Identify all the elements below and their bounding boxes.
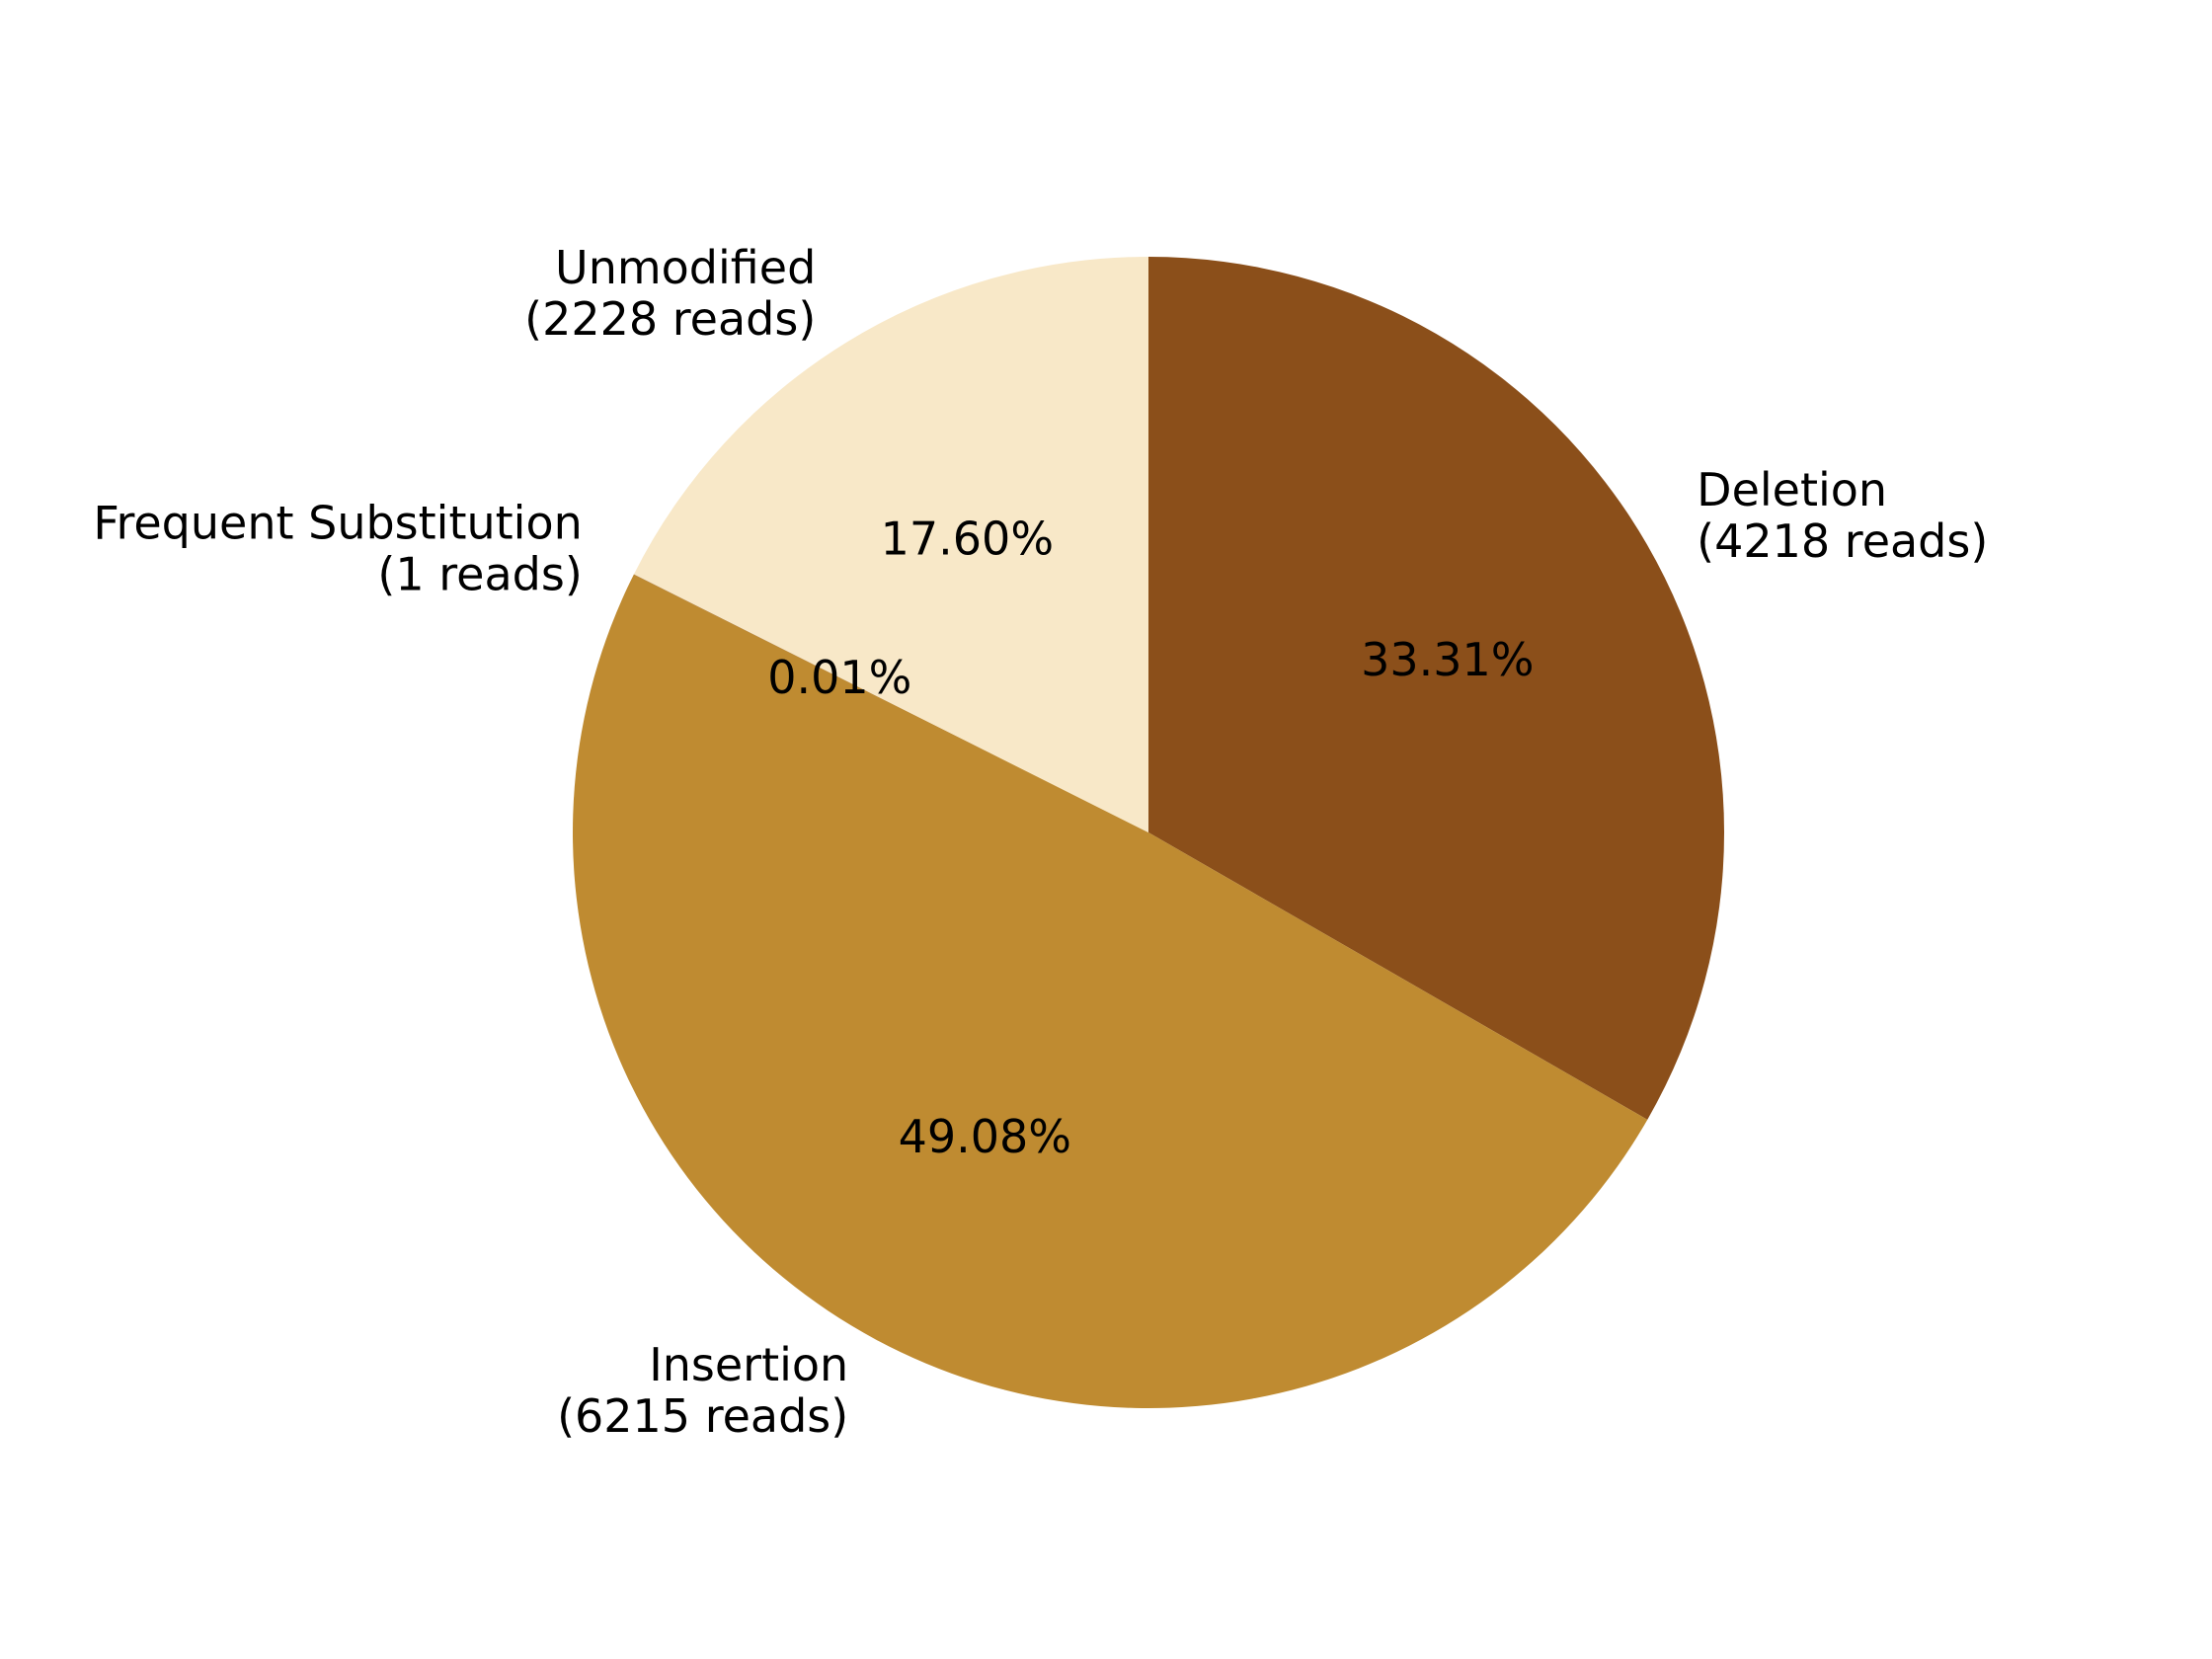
name-label-unmodified: Unmodified (2228 reads)	[524, 241, 816, 346]
slice-frequent-substitution	[633, 574, 1148, 832]
pie-slices	[572, 257, 1724, 1409]
slice-insertion	[572, 574, 1648, 1409]
name-label-deletion-reads: (4218 reads)	[1697, 514, 1988, 568]
percent-label-frequent-substitution: 0.01%	[767, 651, 911, 704]
name-label-unmodified-title: Unmodified	[555, 241, 816, 294]
name-label-insertion: Insertion (6215 reads)	[557, 1338, 848, 1443]
percent-label-deletion: 33.31%	[1361, 633, 1534, 686]
percent-label-insertion: 49.08%	[899, 1110, 1071, 1163]
name-label-frequent-substitution-title: Frequent Substitution	[93, 496, 582, 549]
name-label-deletion: Deletion (4218 reads)	[1697, 463, 1988, 568]
slice-unmodified	[633, 257, 1148, 832]
name-label-deletion-title: Deletion	[1697, 463, 1887, 516]
name-label-frequent-substitution-reads: (1 reads)	[377, 547, 582, 600]
slice-deletion	[1148, 257, 1724, 1120]
name-label-insertion-reads: (6215 reads)	[557, 1389, 848, 1443]
name-label-insertion-title: Insertion	[649, 1338, 848, 1391]
percent-label-unmodified: 17.60%	[881, 512, 1054, 565]
name-label-unmodified-reads: (2228 reads)	[524, 292, 816, 346]
name-label-frequent-substitution: Frequent Substitution (1 reads)	[93, 496, 582, 600]
percent-labels: 33.31% 49.08% 0.01% 17.60%	[767, 512, 1534, 1163]
slice-name-labels: Deletion (4218 reads) Insertion (6215 reads…	[93, 241, 1988, 1443]
